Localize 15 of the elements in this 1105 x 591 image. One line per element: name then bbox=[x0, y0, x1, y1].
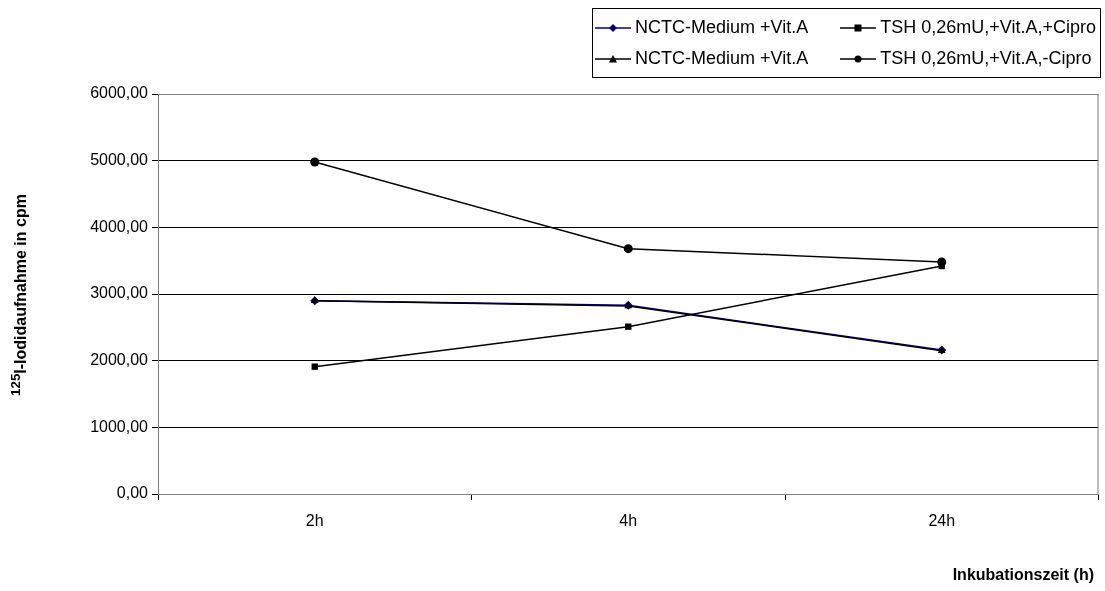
y-tick-label: 2000,00 bbox=[90, 351, 149, 369]
y-tick-label: 4000,00 bbox=[90, 217, 149, 235]
x-tick-label: 24h bbox=[928, 512, 956, 530]
y-tick-label: 3000,00 bbox=[90, 284, 149, 302]
y-tick-label: 1000,00 bbox=[90, 417, 149, 435]
legend-label: NCTC-Medium +Vit.A bbox=[634, 16, 809, 39]
y-tick-label: 0,00 bbox=[116, 484, 149, 502]
x-tick-label: 4h bbox=[619, 512, 638, 530]
x-axis-title: Inkubationszeit (h) bbox=[952, 566, 1094, 584]
y-tick-label: 5000,00 bbox=[90, 151, 149, 169]
y-tick-label: 6000,00 bbox=[90, 84, 149, 102]
x-tick-label: 2h bbox=[305, 512, 324, 530]
legend-label: NCTC-Medium +Vit.A bbox=[634, 47, 809, 70]
legend-label: TSH 0,26mU,+Vit.A,-Cipro bbox=[879, 47, 1093, 70]
legend-label: TSH 0,26mU,+Vit.A,+Cipro bbox=[879, 16, 1096, 39]
